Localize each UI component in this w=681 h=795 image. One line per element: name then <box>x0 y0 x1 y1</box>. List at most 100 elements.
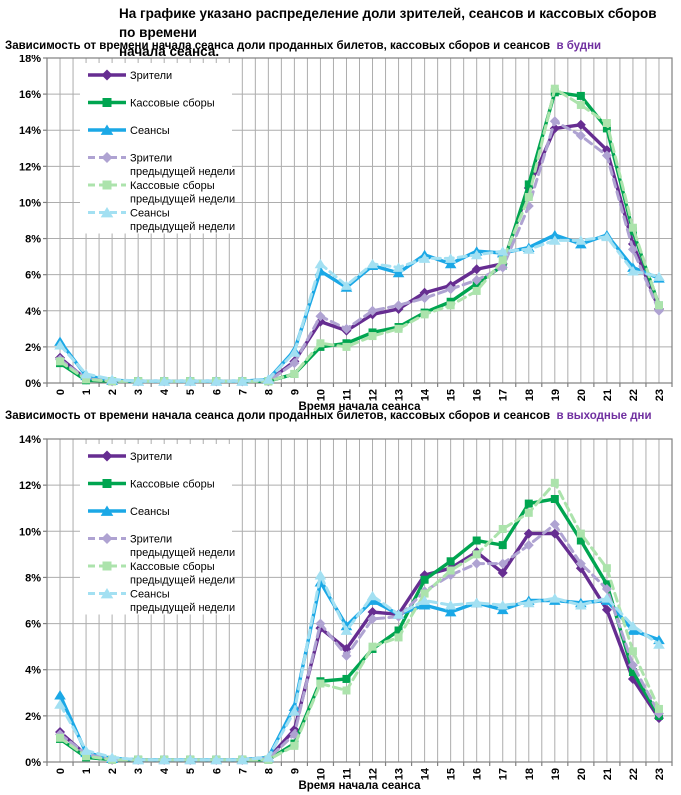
legend-item-box_office: Кассовые сборы <box>88 98 215 110</box>
x-tick-label: 4 <box>159 767 171 774</box>
data-point-marker <box>472 536 481 545</box>
data-point-marker <box>446 566 455 575</box>
legend-item-viewers: Зрители <box>88 69 172 82</box>
data-point-marker <box>654 704 663 713</box>
weekend-chart-subtitle-text: Зависимость от времени начала сеанса дол… <box>5 410 551 422</box>
x-tick-label: 22 <box>628 389 640 401</box>
data-point-marker <box>101 533 113 544</box>
x-tick-label: 0 <box>55 389 67 395</box>
data-point-marker <box>289 358 300 369</box>
data-point-marker <box>100 124 114 135</box>
data-point-marker <box>602 119 611 127</box>
data-point-marker <box>393 300 404 311</box>
data-point-marker <box>471 275 482 286</box>
data-point-marker <box>316 679 325 688</box>
y-tick-label: 16% <box>19 89 41 101</box>
y-tick-label: 0% <box>25 378 41 390</box>
x-axis-title: Время начала сеанса <box>298 780 421 792</box>
weekend-chart-canvas: 0%2%4%6%8%10%12%14%0 1 2 3 4 5 6 7 8 9 10 11 12 13 14 1… <box>19 434 673 792</box>
y-tick-label: 2% <box>25 342 41 354</box>
data-point-marker <box>340 280 353 290</box>
data-point-marker <box>392 267 405 278</box>
legend-item-box_office_prev: Кассовые сборы предыдущей недели <box>88 180 235 206</box>
data-point-marker <box>549 235 561 245</box>
y-tick-label: 4% <box>25 306 41 318</box>
x-tick-label: 6 <box>211 768 223 774</box>
data-point-marker <box>549 519 560 530</box>
data-point-marker <box>289 729 300 740</box>
y-tick-label: 4% <box>25 665 41 677</box>
data-point-marker <box>341 323 352 334</box>
x-tick-label: 6 <box>211 389 223 395</box>
weekday-chart-canvas: 0%2%4%6%8%10%12%14%16%18%0 1 2 3 4 5 6 7 8 9 10 11 1… <box>19 55 673 413</box>
x-tick-label: 12 <box>368 389 380 401</box>
legend-label: Кассовые сборы <box>130 479 215 491</box>
data-point-marker <box>315 311 326 322</box>
data-point-marker <box>601 145 612 156</box>
page-title-line1: На графике указано распределение доли зр… <box>119 6 657 40</box>
data-point-marker <box>498 256 507 265</box>
y-tick-label: 12% <box>19 480 41 492</box>
x-axis: 0 1 2 3 4 5 6 7 8 9 10 11 12 13 14 15 16 17 18 19 20 21 22 23 <box>46 762 673 780</box>
data-point-marker <box>523 540 534 551</box>
data-point-marker <box>82 375 91 384</box>
legend-label: Зрители <box>130 153 172 165</box>
data-point-marker <box>627 244 638 255</box>
data-point-marker <box>56 733 65 742</box>
data-point-marker <box>601 231 613 242</box>
y-tick-label: 8% <box>25 234 41 246</box>
data-point-marker <box>394 324 403 333</box>
data-point-marker <box>368 642 377 651</box>
x-tick-label: 15 <box>446 389 458 401</box>
data-point-marker <box>576 536 585 545</box>
legend-label: Кассовые сборы <box>130 561 215 573</box>
data-point-marker <box>497 558 508 569</box>
data-point-marker <box>316 339 325 348</box>
data-point-marker <box>341 643 352 654</box>
x-tick-label: 15 <box>446 768 458 780</box>
data-point-marker <box>56 357 65 366</box>
legend-label: Зрители <box>130 451 172 463</box>
x-tick-label: 10 <box>315 768 327 780</box>
data-point-marker <box>210 376 223 386</box>
x-tick-label: 5 <box>185 389 197 395</box>
data-point-marker <box>575 600 587 610</box>
legend-item-box_office: Кассовые сборы <box>88 479 215 491</box>
data-point-marker <box>471 264 482 275</box>
data-point-marker <box>446 301 455 310</box>
x-tick-label: 13 <box>394 389 406 401</box>
data-point-marker <box>470 597 483 608</box>
data-point-marker <box>102 479 112 488</box>
legend-item-viewers: Зрители <box>88 450 172 463</box>
x-tick-label: 20 <box>576 768 588 780</box>
data-point-marker <box>549 593 561 603</box>
data-point-marker <box>290 369 299 378</box>
data-point-marker <box>262 752 275 762</box>
y-tick-label: 6% <box>25 619 41 631</box>
x-tick-label: 5 <box>185 768 197 774</box>
data-point-marker <box>627 266 639 276</box>
data-point-marker <box>550 494 559 503</box>
data-point-marker <box>366 590 379 601</box>
data-point-marker <box>184 376 197 386</box>
x-tick-label: 0 <box>55 768 67 774</box>
data-point-marker <box>106 752 118 762</box>
data-point-marker <box>524 180 533 189</box>
x-tick-label: 8 <box>263 768 275 774</box>
data-point-marker <box>54 340 66 350</box>
data-point-marker <box>392 609 405 619</box>
weekday-chart-subtitle: Зависимость от времени начала сеанса дол… <box>5 40 601 52</box>
data-point-marker <box>102 561 112 571</box>
data-point-marker <box>419 570 430 581</box>
data-point-marker <box>132 754 144 765</box>
y-tick-label: 14% <box>19 125 41 137</box>
legend-background <box>80 63 232 234</box>
data-point-marker <box>418 595 431 605</box>
data-point-marker <box>420 310 429 319</box>
data-point-marker <box>654 301 663 310</box>
y-tick-label: 6% <box>25 270 41 282</box>
data-point-marker <box>100 207 114 218</box>
